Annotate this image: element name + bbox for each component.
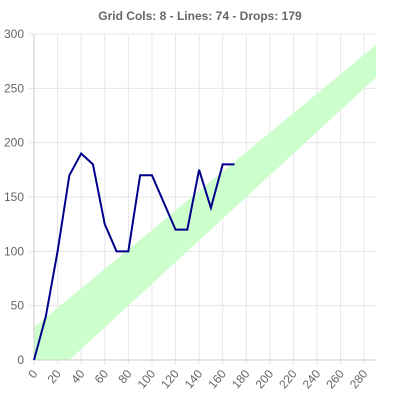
- y-tick-label: 150: [4, 190, 24, 204]
- x-tick-label: 60: [92, 367, 112, 386]
- y-tick-label: 0: [17, 353, 24, 367]
- y-tick-label: 50: [11, 299, 25, 313]
- x-tick-label: 240: [300, 367, 324, 392]
- x-tick-label: 160: [205, 367, 229, 392]
- x-tick-label: 280: [347, 367, 371, 392]
- x-tick-label: 80: [115, 367, 135, 386]
- grid-layer: [29, 33, 376, 365]
- x-tick-label: 200: [253, 367, 277, 392]
- axis-layer: [33, 34, 376, 361]
- x-tick-label: 0: [25, 367, 40, 381]
- x-tick-label: 220: [276, 367, 300, 392]
- x-tick-label: 20: [45, 367, 65, 386]
- y-tick-label: 200: [4, 136, 24, 150]
- chart-title: Grid Cols: 8 - Lines: 74 - Drops: 179: [98, 9, 302, 23]
- series-layer: [33, 151, 235, 361]
- data-line: [33, 151, 235, 361]
- y-tick-label: 250: [4, 81, 24, 95]
- confidence-band: [34, 44, 376, 360]
- band-layer: [34, 44, 376, 360]
- y-tick-label: 300: [4, 27, 24, 41]
- x-tick-label: 120: [158, 367, 182, 392]
- x-tick-label: 40: [68, 367, 88, 386]
- x-tick-label: 100: [135, 367, 159, 392]
- x-tick-label: 260: [323, 367, 347, 392]
- x-tick-label: 180: [229, 367, 253, 392]
- y-tick-label: 100: [4, 244, 24, 258]
- x-tick-label: 140: [182, 367, 206, 392]
